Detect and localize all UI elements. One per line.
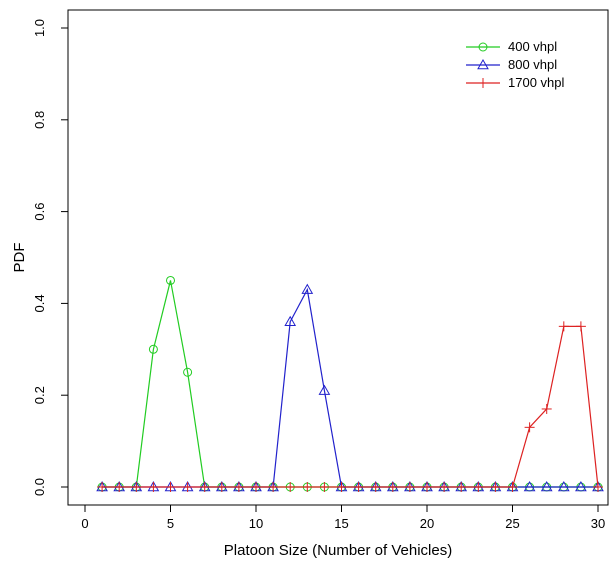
data-point [575,480,587,492]
data-point [302,482,313,492]
data-point [490,482,501,492]
data-point [148,482,159,492]
x-axis-title: Platoon Size (Number of Vehicles) [224,542,452,559]
legend-marker [477,58,489,70]
data-point [199,482,210,492]
data-point [182,482,193,492]
legend-marker [478,42,488,52]
data-point [233,482,244,492]
y-tick-label: 1.0 [32,19,47,37]
x-tick-label: 0 [81,516,88,531]
data-point [284,315,297,327]
data-point [319,482,330,492]
series-line [102,287,598,488]
data-point [166,275,175,285]
data-point [318,384,331,395]
data-point [558,321,569,332]
data-point [541,403,552,414]
legend-entry: 1700 vhpl [466,75,564,90]
data-point [370,482,381,492]
y-tick-label: 0.8 [32,111,47,129]
legend-label: 800 vhpl [508,57,557,72]
x-tick-label: 5 [167,516,174,531]
y-tick-label: 0.6 [32,203,47,221]
data-point [473,482,484,492]
data-point [301,283,314,294]
series-400-vhpl [97,275,603,492]
series-line [102,280,598,488]
x-tick-label: 25 [505,516,519,531]
data-point [404,482,415,492]
x-tick-label: 10 [249,516,263,531]
legend-entry: 800 vhpl [466,57,557,72]
legend: 400 vhpl 800 vhpl 1700 vhpl [466,39,564,90]
data-point [523,480,536,492]
data-point [268,482,279,492]
data-point [183,367,193,377]
y-tick-label: 0.0 [32,478,47,496]
x-tick-label: 30 [591,516,605,531]
data-point [422,482,432,492]
data-point [387,482,398,492]
legend-label: 1700 vhpl [508,75,564,90]
y-tick-label: 0.2 [32,386,47,404]
legend-marker [478,78,488,88]
data-point [524,422,535,433]
data-point [336,482,347,492]
axes: 0 5 10 15 20 25 30 0.0 0.2 0.4 0.6 0.8 1.0 Platoon Si… [11,9,609,559]
data-point [507,482,518,492]
data-point [131,482,142,492]
data-point [593,482,603,492]
legend-label: 400 vhpl [508,39,557,54]
series-800-vhpl [96,283,604,492]
y-tick-label: 0.4 [32,294,47,312]
x-tick-label: 20 [420,516,434,531]
data-point [575,321,586,332]
data-point [216,482,227,492]
data-point [557,480,570,492]
data-point [285,482,296,492]
data-point [97,482,108,492]
data-point [148,344,158,354]
data-point [353,482,364,492]
y-axis-title: PDF [11,243,28,273]
data-point [114,482,125,492]
legend-entry: 400 vhpl [466,39,557,54]
series-1700-vhpl [97,321,603,492]
series-line [102,325,599,488]
data-point [540,480,553,492]
x-tick-label: 15 [334,516,348,531]
data-point [456,482,467,492]
series-layer [96,275,604,492]
plot-frame [67,9,609,506]
data-point [251,482,261,492]
data-point [439,482,450,492]
data-point [165,482,176,492]
